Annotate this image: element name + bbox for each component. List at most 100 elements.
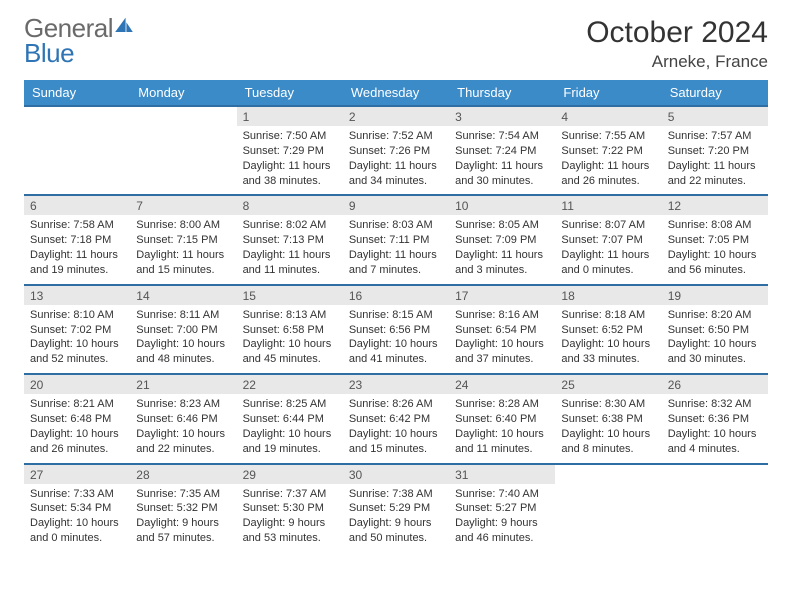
day-number: 20	[24, 375, 130, 394]
day-number: 14	[130, 286, 236, 305]
day-info: Sunrise: 7:40 AMSunset: 5:27 PMDaylight:…	[449, 484, 555, 552]
sunrise-text: Sunrise: 7:57 AM	[668, 129, 762, 144]
day-info: Sunrise: 8:08 AMSunset: 7:05 PMDaylight:…	[662, 215, 768, 283]
calendar-day: 23 Sunrise: 8:26 AMSunset: 6:42 PMDayligh…	[343, 374, 449, 463]
day-number: 21	[130, 375, 236, 394]
sunset-text: Sunset: 6:58 PM	[243, 323, 337, 338]
day-info: Sunrise: 8:10 AMSunset: 7:02 PMDaylight:…	[24, 305, 130, 373]
day-info: Sunrise: 7:38 AMSunset: 5:29 PMDaylight:…	[343, 484, 449, 552]
day-number: 15	[237, 286, 343, 305]
sunset-text: Sunset: 7:20 PM	[668, 144, 762, 159]
sunset-text: Sunset: 7:18 PM	[30, 233, 124, 248]
calendar-day-empty	[555, 464, 661, 552]
day-info: Sunrise: 7:58 AMSunset: 7:18 PMDaylight:…	[24, 215, 130, 283]
calendar-day: 9Sunrise: 8:03 AMSunset: 7:11 PMDaylight…	[343, 195, 449, 284]
calendar-day: 25Sunrise: 8:30 AMSunset: 6:38 PMDayligh…	[555, 374, 661, 463]
calendar-day: 17Sunrise: 8:16 AMSunset: 6:54 PMDayligh…	[449, 285, 555, 374]
daylight-text: Daylight: 11 hours and 7 minutes.	[349, 248, 443, 278]
daylight-text: Daylight: 10 hours and 52 minutes.	[30, 337, 124, 367]
day-info: Sunrise: 8:11 AMSunset: 7:00 PMDaylight:…	[130, 305, 236, 373]
daylight-text: Daylight: 10 hours and 8 minutes.	[561, 427, 655, 457]
weekday-header: Friday	[555, 80, 661, 106]
sunrise-text: Sunrise: 7:37 AM	[243, 487, 337, 502]
sunrise-text: Sunrise: 7:58 AM	[30, 218, 124, 233]
sunrise-text: Sunrise: 8:18 AM	[561, 308, 655, 323]
sunrise-text: Sunrise: 8:13 AM	[243, 308, 337, 323]
sunrise-text: Sunrise: 7:40 AM	[455, 487, 549, 502]
day-number: 6	[24, 196, 130, 215]
weekday-header: Sunday	[24, 80, 130, 106]
calendar-day: 3Sunrise: 7:54 AMSunset: 7:24 PMDaylight…	[449, 106, 555, 195]
sunset-text: Sunset: 7:00 PM	[136, 323, 230, 338]
day-number: 31	[449, 465, 555, 484]
sunset-text: Sunset: 6:42 PM	[349, 412, 443, 427]
day-info: Sunrise: 8:28 AMSunset: 6:40 PMDaylight:…	[449, 394, 555, 462]
sunset-text: Sunset: 6:44 PM	[243, 412, 337, 427]
day-info: Sunrise: 7:37 AMSunset: 5:30 PMDaylight:…	[237, 484, 343, 552]
daylight-text: Daylight: 11 hours and 3 minutes.	[455, 248, 549, 278]
day-number: 23	[343, 375, 449, 394]
calendar-day: 10Sunrise: 8:05 AMSunset: 7:09 PMDayligh…	[449, 195, 555, 284]
sunrise-text: Sunrise: 8:16 AM	[455, 308, 549, 323]
sunset-text: Sunset: 7:24 PM	[455, 144, 549, 159]
calendar-day: 28Sunrise: 7:35 AMSunset: 5:32 PMDayligh…	[130, 464, 236, 552]
daylight-text: Daylight: 10 hours and 41 minutes.	[349, 337, 443, 367]
sunset-text: Sunset: 6:46 PM	[136, 412, 230, 427]
day-number: 8	[237, 196, 343, 215]
sunset-text: Sunset: 6:36 PM	[668, 412, 762, 427]
sunrise-text: Sunrise: 8:20 AM	[668, 308, 762, 323]
day-info	[130, 126, 236, 135]
sunrise-text: Sunrise: 7:50 AM	[243, 129, 337, 144]
day-number: 28	[130, 465, 236, 484]
calendar-week: 13Sunrise: 8:10 AMSunset: 7:02 PMDayligh…	[24, 285, 768, 374]
title-block: October 2024 Arneke, France	[586, 16, 768, 72]
sunset-text: Sunset: 5:32 PM	[136, 501, 230, 516]
calendar-week: 27Sunrise: 7:33 AMSunset: 5:34 PMDayligh…	[24, 464, 768, 552]
sunrise-text: Sunrise: 8:26 AM	[349, 397, 443, 412]
day-info: Sunrise: 7:50 AMSunset: 7:29 PMDaylight:…	[237, 126, 343, 194]
day-number: 24	[449, 375, 555, 394]
calendar-week: 6Sunrise: 7:58 AMSunset: 7:18 PMDaylight…	[24, 195, 768, 284]
calendar-day: 1Sunrise: 7:50 AMSunset: 7:29 PMDaylight…	[237, 106, 343, 195]
calendar-day: 5Sunrise: 7:57 AMSunset: 7:20 PMDaylight…	[662, 106, 768, 195]
daylight-text: Daylight: 10 hours and 37 minutes.	[455, 337, 549, 367]
day-info: Sunrise: 8:00 AMSunset: 7:15 PMDaylight:…	[130, 215, 236, 283]
sunset-text: Sunset: 7:02 PM	[30, 323, 124, 338]
calendar-day: 24Sunrise: 8:28 AMSunset: 6:40 PMDayligh…	[449, 374, 555, 463]
daylight-text: Daylight: 10 hours and 15 minutes.	[349, 427, 443, 457]
daylight-text: Daylight: 11 hours and 19 minutes.	[30, 248, 124, 278]
calendar-day-empty	[662, 464, 768, 552]
weekday-header: Saturday	[662, 80, 768, 106]
sunset-text: Sunset: 7:15 PM	[136, 233, 230, 248]
weekday-header: Monday	[130, 80, 236, 106]
day-info	[555, 484, 661, 493]
daylight-text: Daylight: 11 hours and 26 minutes.	[561, 159, 655, 189]
day-number: 27	[24, 465, 130, 484]
daylight-text: Daylight: 10 hours and 33 minutes.	[561, 337, 655, 367]
calendar-day: 7Sunrise: 8:00 AMSunset: 7:15 PMDaylight…	[130, 195, 236, 284]
daylight-text: Daylight: 10 hours and 48 minutes.	[136, 337, 230, 367]
sunset-text: Sunset: 6:40 PM	[455, 412, 549, 427]
sunrise-text: Sunrise: 7:52 AM	[349, 129, 443, 144]
day-number: 7	[130, 196, 236, 215]
sunrise-text: Sunrise: 8:23 AM	[136, 397, 230, 412]
sunset-text: Sunset: 6:48 PM	[30, 412, 124, 427]
day-info: Sunrise: 7:33 AMSunset: 5:34 PMDaylight:…	[24, 484, 130, 552]
daylight-text: Daylight: 9 hours and 53 minutes.	[243, 516, 337, 546]
sunrise-text: Sunrise: 8:03 AM	[349, 218, 443, 233]
daylight-text: Daylight: 9 hours and 50 minutes.	[349, 516, 443, 546]
sunset-text: Sunset: 6:52 PM	[561, 323, 655, 338]
calendar-day: 8Sunrise: 8:02 AMSunset: 7:13 PMDaylight…	[237, 195, 343, 284]
daylight-text: Daylight: 10 hours and 30 minutes.	[668, 337, 762, 367]
brand-logo: GeneralBlue	[24, 16, 134, 65]
sunset-text: Sunset: 6:56 PM	[349, 323, 443, 338]
weekday-header: Wednesday	[343, 80, 449, 106]
day-number: 2	[343, 107, 449, 126]
sunset-text: Sunset: 7:07 PM	[561, 233, 655, 248]
brand-part2: Blue	[24, 38, 74, 68]
month-title: October 2024	[586, 16, 768, 50]
sunrise-text: Sunrise: 8:32 AM	[668, 397, 762, 412]
calendar-page: GeneralBlue October 2024 Arneke, France …	[0, 0, 792, 612]
day-info: Sunrise: 8:15 AMSunset: 6:56 PMDaylight:…	[343, 305, 449, 373]
sunset-text: Sunset: 7:13 PM	[243, 233, 337, 248]
